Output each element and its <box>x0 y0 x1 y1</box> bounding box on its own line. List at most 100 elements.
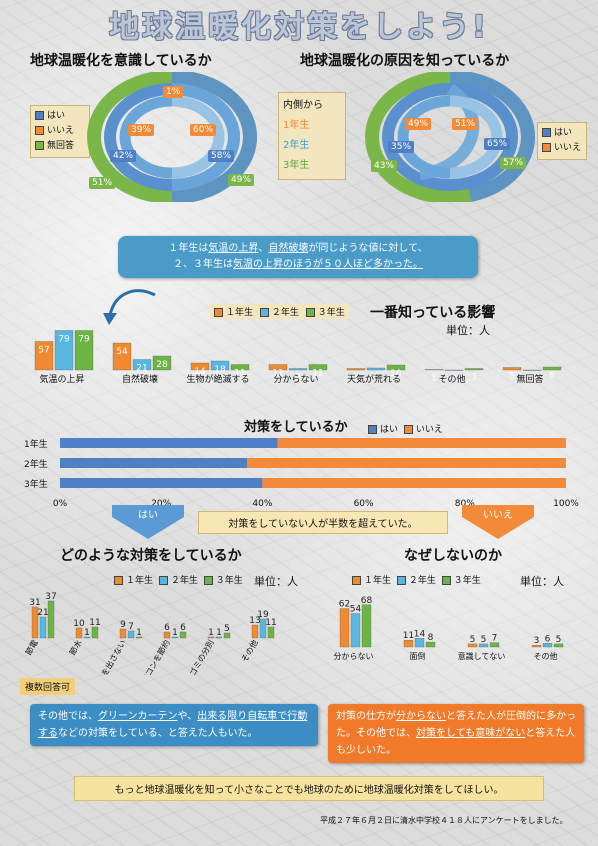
grade-legend-title: 内側から <box>283 100 323 111</box>
measures-bar-3年生-0 <box>60 478 263 488</box>
measures-category-label: 3年生 <box>24 478 48 490</box>
bar-その他-0 <box>531 644 542 648</box>
bar-value-label: 3 <box>471 373 477 383</box>
category-label: 節水 <box>67 638 84 657</box>
bar-value-label: 6 <box>180 623 186 633</box>
bar-気温の上昇-2 <box>74 330 94 371</box>
measures-bar-2年生-0 <box>60 458 248 468</box>
note-right: 対策の仕方が分からないと答えた人が圧倒的に多かった。その他では、対策をしても意味… <box>328 704 584 763</box>
bar-value-label: 3 <box>534 636 540 646</box>
measures-tick-label: 20% <box>151 499 171 509</box>
bar-value-label: 37 <box>45 592 56 602</box>
legend2-no: いいえ <box>554 143 582 153</box>
measures-heading: 対策をしているか <box>244 420 348 435</box>
bar-面倒-1 <box>414 638 425 648</box>
why-heading: なぜしないのか <box>404 548 502 564</box>
bar-value-label: 1 <box>208 628 214 638</box>
label-outer-no: 51% <box>89 177 116 189</box>
bar-value-label: 57 <box>38 346 49 356</box>
legend-no: いいえ <box>47 126 75 136</box>
bar-value-label: 7 <box>492 634 498 644</box>
what-legend: １年生 ２年生 ３年生 <box>114 573 243 586</box>
measures-tick-label: 80% <box>455 499 475 509</box>
bar-value-label: 18 <box>214 365 226 375</box>
bar-value-label: 6 <box>545 634 551 644</box>
bar-節水-2 <box>91 626 99 639</box>
bar-意識してない-1 <box>478 643 489 648</box>
bar-value-label: 62 <box>339 600 350 610</box>
bar-面倒-0 <box>403 640 414 648</box>
bubble-arrow <box>103 289 156 325</box>
bar-ゴミの分別-0 <box>207 636 215 639</box>
category-label: 無回答 <box>516 373 543 385</box>
bar-分からない-0 <box>268 364 288 371</box>
what-heading: どのような対策をしているか <box>60 548 242 564</box>
label-mid-yes: 58% <box>208 150 235 162</box>
section1-legend: はい いいえ 無回答 <box>30 105 90 158</box>
donut-chart-cause <box>365 72 536 202</box>
bar-value-label: 5 <box>224 624 230 634</box>
note-left: その他では、グリーンカーテンや、出来る限り自転車で行動するなどの対策をしている、… <box>30 704 318 746</box>
arrow-no-label: いいえ <box>483 509 513 521</box>
bar-分からない-2 <box>308 364 328 371</box>
measures-tick-label: 100% <box>553 499 579 509</box>
bar-value-label: 21 <box>136 364 147 374</box>
bar-気温の上昇-0 <box>34 341 54 371</box>
bar-気温の上昇-1 <box>54 330 74 371</box>
legend2-yes: はい <box>554 128 573 138</box>
bar-value-label: 54 <box>116 347 128 357</box>
bar-無回答-1 <box>522 369 542 371</box>
measures-bar-chart: 1年生 2年生 3年生 0% 20% 40% 60% 80% 100% <box>24 438 579 509</box>
category-label: 節電 <box>23 638 40 657</box>
bar-天気が荒れる-2 <box>386 364 406 371</box>
category-label: 自然破壊 <box>122 373 158 385</box>
bar-節水-0 <box>75 627 83 639</box>
impact-legend: １年生 ２年生 ３年生 <box>210 304 349 319</box>
bar-value-label: 1 <box>431 374 437 384</box>
multi-answer-badge: 複数回答可 <box>20 678 76 695</box>
bar-生物が絶滅する-1 <box>210 360 230 371</box>
bar-ゴミを出さない-0 <box>119 628 127 639</box>
bar-value-label: 54 <box>350 605 362 615</box>
label-outer-yes: 49% <box>228 174 255 186</box>
bar-value-label: 1 <box>136 628 142 638</box>
category-label: 生物が絶滅する <box>186 373 249 385</box>
bar-value-label: 1 <box>172 628 178 638</box>
bar-無回答-2 <box>542 366 562 371</box>
grade-legend: 内側から 1年生 2年生 3年生 <box>278 92 346 180</box>
bar-value-label: 5 <box>470 635 476 645</box>
bar-value-label: 10 <box>390 369 402 379</box>
bar-無回答-0 <box>502 367 522 371</box>
measures-bar-1年生-1 <box>277 438 566 448</box>
arrow-no: いいえ <box>462 505 534 539</box>
measures-bar-3年生-1 <box>262 478 566 488</box>
bar-value-label: 3 <box>295 373 301 383</box>
bar-value-label: 8 <box>428 633 434 643</box>
label2-outer-yes: 57% <box>500 157 527 169</box>
bar-その他-2 <box>464 368 484 371</box>
bar-ゴミを出さない-2 <box>135 636 143 639</box>
bar-自然破壊-0 <box>112 342 132 371</box>
measures-category-label: 1年生 <box>24 438 48 450</box>
measures-category-label: 2年生 <box>24 458 48 470</box>
bar-節電-1 <box>39 616 47 639</box>
measures-tick-label: 40% <box>252 499 272 509</box>
label2-outer-no: 43% <box>371 160 398 172</box>
bar-value-label: 10 <box>73 619 85 629</box>
bar-意識してない-0 <box>467 643 478 648</box>
bar-value-label: 79 <box>58 335 70 345</box>
insight-bubble: １年生は気温の上昇、自然破壊が同じような値に対して、 ２、３年生は気温の上昇のほ… <box>118 236 478 278</box>
bar-その他-1 <box>542 643 553 648</box>
why-unit: 単位：人 <box>520 575 564 588</box>
arrow-yes: はい <box>112 505 184 539</box>
bar-value-label: 4 <box>373 372 379 382</box>
legend-yes: はい <box>47 111 66 121</box>
label-inner-yes: 60% <box>190 124 217 136</box>
bar-天気が荒れる-1 <box>366 367 386 371</box>
category-label: その他 <box>438 373 465 385</box>
bar-節水-1 <box>83 636 91 639</box>
bar-エアコンを節約-0 <box>163 631 171 639</box>
bar-value-label: 19 <box>257 610 269 620</box>
